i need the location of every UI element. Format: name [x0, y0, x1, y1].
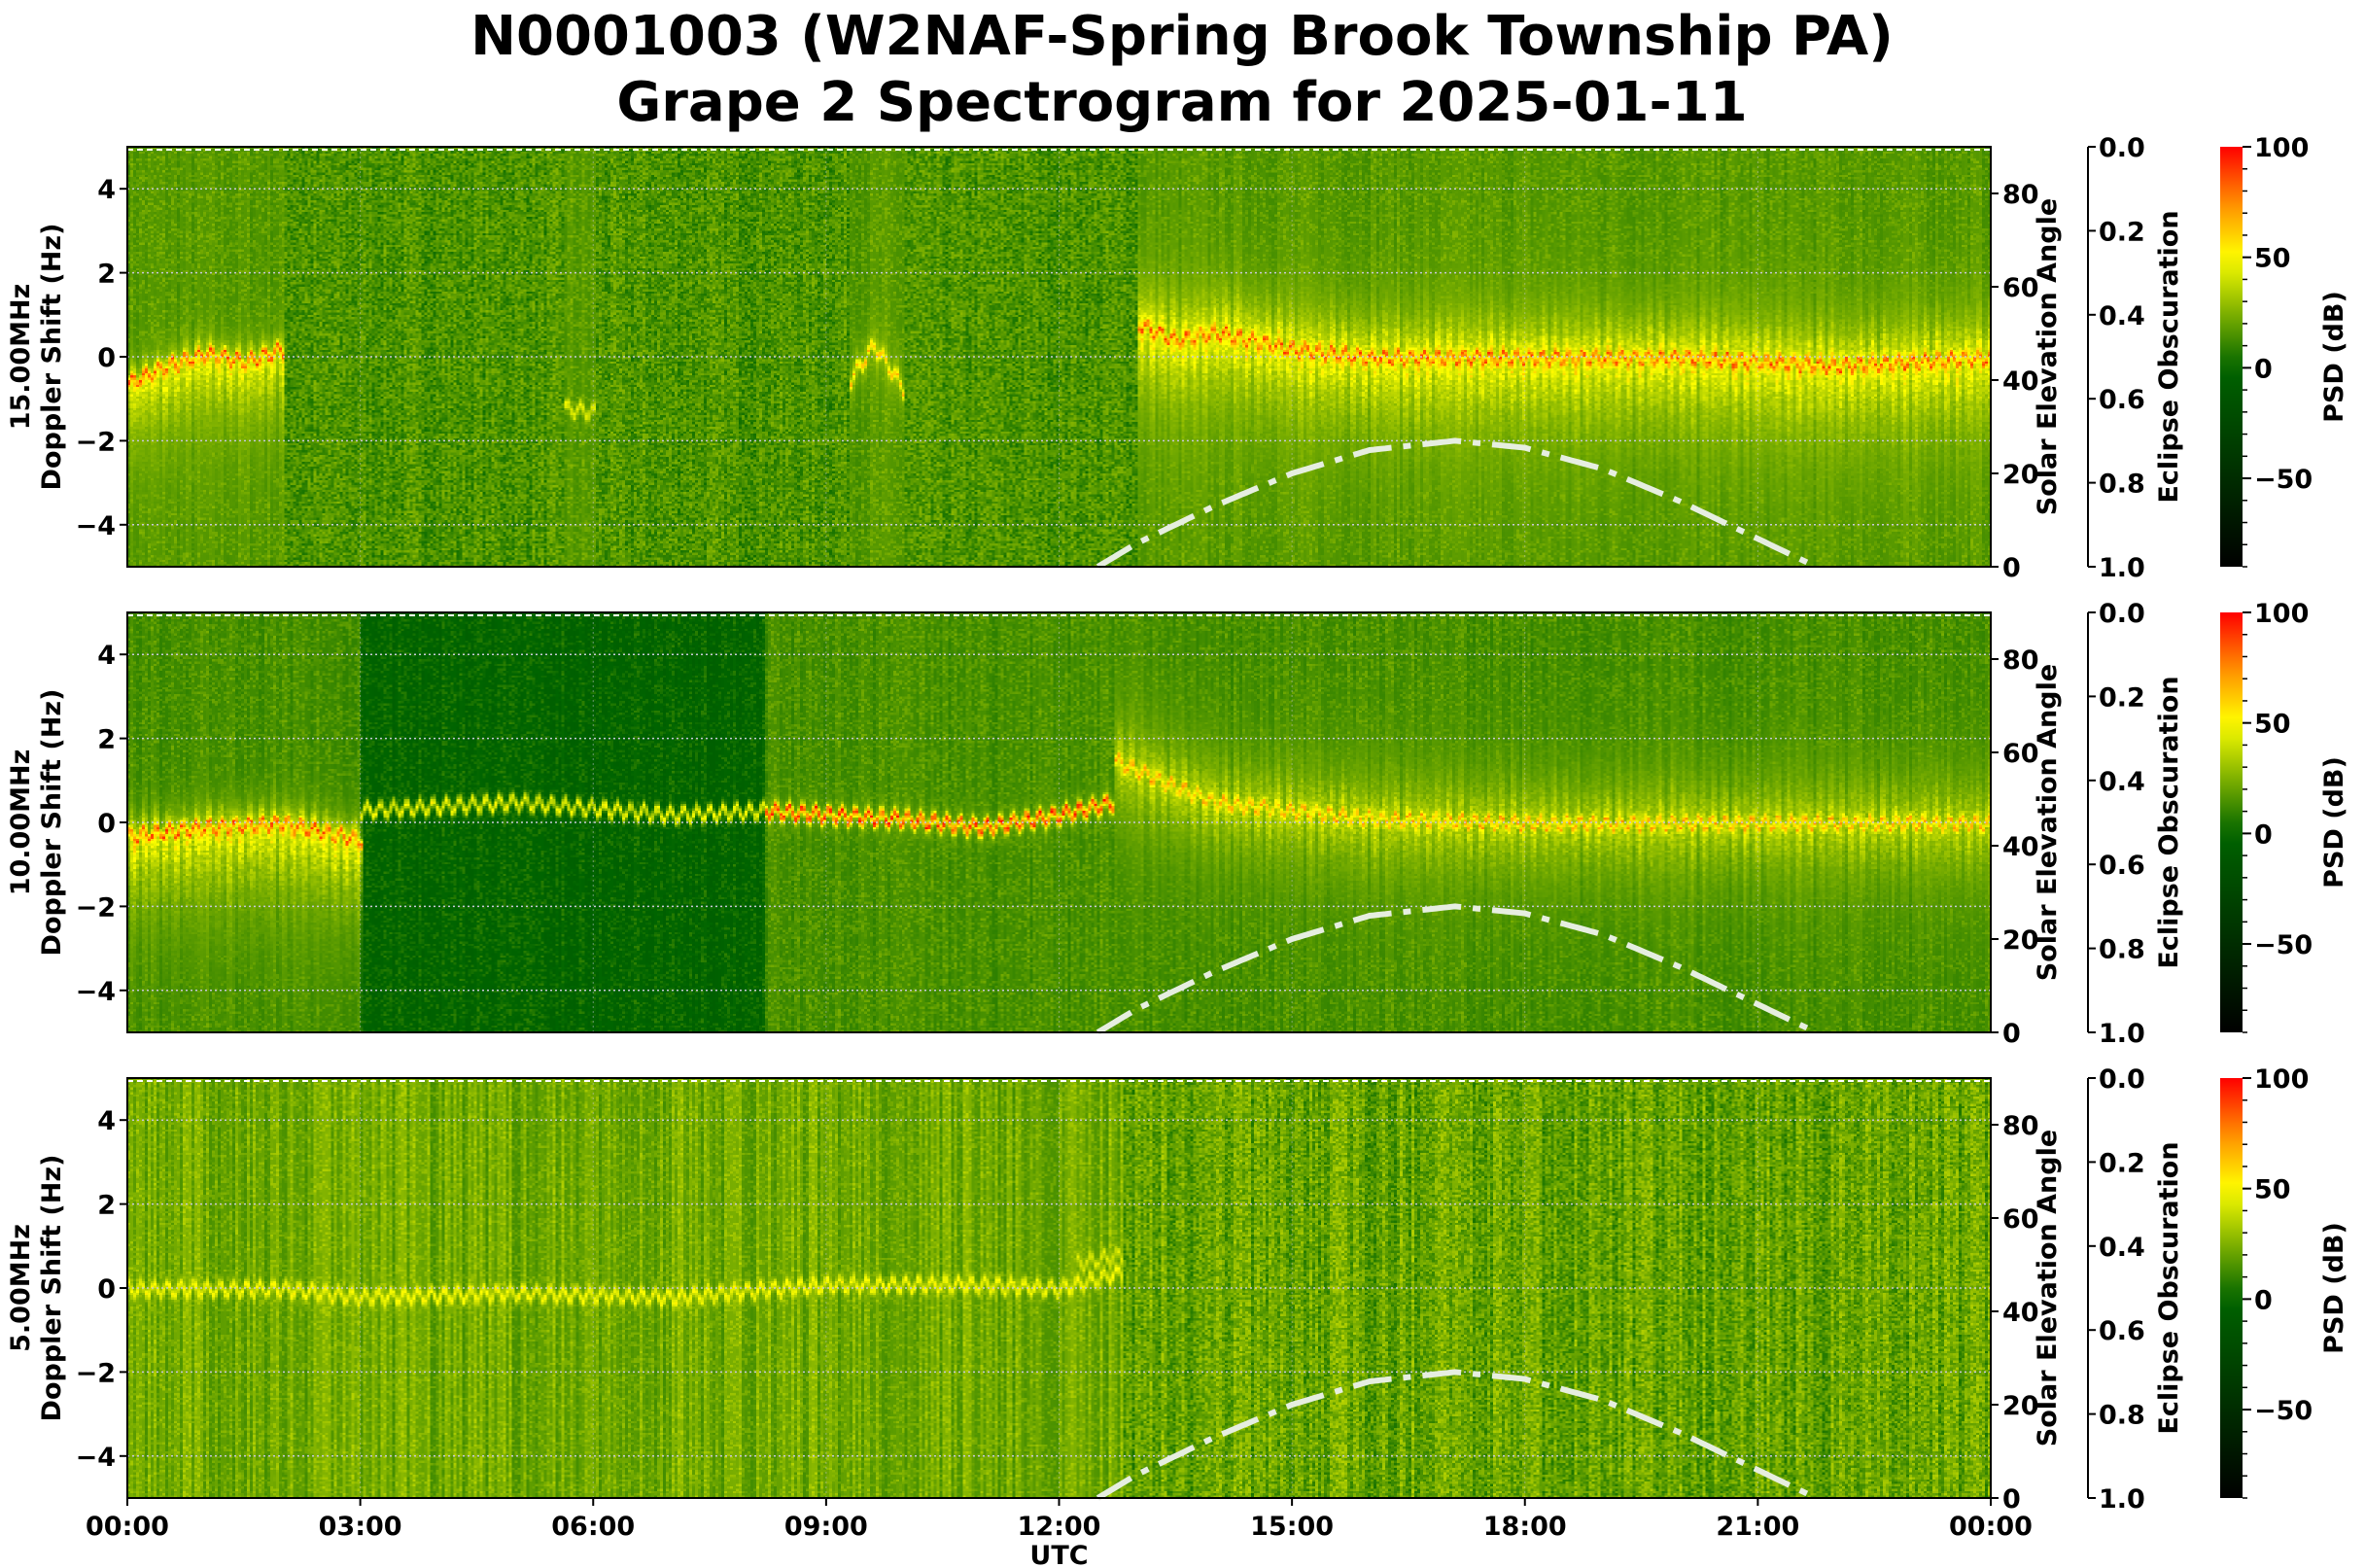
colorbar-label: PSD (dB)	[2319, 291, 2349, 423]
solar-tick-label: 20	[2002, 1391, 2039, 1421]
eclipse-tick-label: 0.0	[2099, 599, 2145, 629]
eclipse-tick-label: 0.6	[2099, 851, 2145, 881]
ytick-label: −2	[76, 427, 116, 457]
panel-15-00mhz: 420−2−415.00MHz Doppler Shift (Hz)0204060…	[6, 133, 2349, 583]
colorbar-tick-label: 100	[2254, 1064, 2309, 1095]
solar-tick-label: 80	[2002, 180, 2039, 210]
eclipse-tick-label: 0.6	[2099, 1316, 2145, 1346]
ytick-label: 0	[97, 1274, 116, 1305]
eclipse-tick-label: 0.0	[2099, 1064, 2145, 1095]
eclipse-tick-label: 1.0	[2099, 1484, 2145, 1515]
eclipse-tick-label: 0.0	[2099, 133, 2145, 163]
xtick-label: 00:00	[86, 1512, 169, 1542]
ylabel-eclipse: Eclipse Obscuration	[2154, 1141, 2184, 1434]
eclipse-tick-label: 0.4	[2099, 301, 2145, 331]
colorbar-tick-label: 100	[2254, 133, 2309, 163]
colorbar-tick-label: −50	[2254, 930, 2313, 960]
eclipse-tick-label: 0.2	[2099, 1148, 2145, 1178]
solar-tick-label: 80	[2002, 1111, 2039, 1141]
xtick-label: 18:00	[1483, 1512, 1567, 1542]
panel-5-00mhz: 420−2−45.00MHz Doppler Shift (Hz)02040608…	[6, 1064, 2349, 1515]
ytick-label: −2	[76, 1358, 116, 1388]
ylabel-band: 5.00MHz	[6, 1224, 36, 1352]
colorbar-tick-label: 0	[2254, 354, 2273, 384]
solar-tick-label: 40	[2002, 366, 2039, 397]
solar-tick-label: 60	[2002, 1204, 2039, 1235]
eclipse-tick-label: 0.8	[2099, 935, 2145, 965]
ylabel-eclipse: Eclipse Obscuration	[2154, 210, 2184, 503]
ylabel-solar-elevation: Solar Elevation Angle	[2033, 1130, 2063, 1446]
ytick-label: −2	[76, 892, 116, 923]
ytick-label: 0	[97, 343, 116, 373]
solar-tick-label: 0	[2002, 1484, 2021, 1515]
solar-tick-label: 80	[2002, 645, 2039, 676]
colorbar-tick-label: 100	[2254, 599, 2309, 629]
eclipse-tick-label: 1.0	[2099, 1019, 2145, 1049]
xtick-label: 15:00	[1250, 1512, 1334, 1542]
colorbar-label: PSD (dB)	[2319, 756, 2349, 889]
xtick-label: 09:00	[784, 1512, 868, 1542]
ytick-label: 0	[97, 809, 116, 839]
ytick-label: −4	[76, 977, 116, 1007]
title-line1: N0001003 (W2NAF-Spring Brook Township PA…	[470, 5, 1894, 68]
solar-tick-label: 60	[2002, 739, 2039, 769]
xtick-label: 12:00	[1018, 1512, 1101, 1542]
solar-elevation-curve	[1096, 1369, 1814, 1501]
ytick-label: −4	[76, 511, 116, 541]
colorbar-tick-label: 50	[2254, 244, 2291, 274]
eclipse-tick-label: 0.2	[2099, 682, 2145, 713]
ylabel-band: 15.00MHz	[6, 284, 36, 431]
eclipse-tick-label: 0.4	[2099, 1233, 2145, 1263]
colorbar	[2220, 147, 2243, 567]
eclipse-tick-label: 0.8	[2099, 1401, 2145, 1431]
ylabel-doppler: Doppler Shift (Hz)	[37, 224, 67, 491]
solar-tick-label: 20	[2002, 460, 2039, 490]
ytick-label: 2	[97, 260, 116, 290]
solar-tick-label: 0	[2002, 1019, 2021, 1049]
colorbar	[2220, 1078, 2243, 1498]
ytick-label: −4	[76, 1443, 116, 1473]
xtick-label: 06:00	[551, 1512, 635, 1542]
solar-tick-label: 0	[2002, 553, 2021, 583]
ytick-label: 4	[97, 1106, 116, 1136]
xtick-label: 03:00	[319, 1512, 402, 1542]
xaxis-label: UTC	[1029, 1541, 1088, 1568]
colorbar-tick-label: −50	[2254, 1396, 2313, 1426]
ylabel-eclipse: Eclipse Obscuration	[2154, 676, 2184, 968]
ytick-label: 2	[97, 725, 116, 755]
ytick-label: 4	[97, 175, 116, 205]
title-line2: Grape 2 Spectrogram for 2025-01-11	[616, 71, 1747, 134]
solar-tick-label: 60	[2002, 273, 2039, 303]
solar-tick-label: 40	[2002, 1298, 2039, 1328]
ylabel-doppler: Doppler Shift (Hz)	[37, 1155, 67, 1422]
colorbar-tick-label: 50	[2254, 710, 2291, 740]
eclipse-tick-label: 0.8	[2099, 470, 2145, 500]
xtick-label: 21:00	[1716, 1512, 1799, 1542]
colorbar	[2220, 612, 2243, 1032]
colorbar-tick-label: 0	[2254, 1285, 2273, 1315]
ytick-label: 4	[97, 641, 116, 671]
colorbar-tick-label: 50	[2254, 1175, 2291, 1205]
ytick-label: 2	[97, 1191, 116, 1221]
ylabel-solar-elevation: Solar Elevation Angle	[2033, 198, 2063, 515]
solar-elevation-curve	[1096, 903, 1814, 1035]
xtick-label: 00:00	[1949, 1512, 2033, 1542]
eclipse-tick-label: 0.4	[2099, 767, 2145, 797]
colorbar-label: PSD (dB)	[2319, 1222, 2349, 1354]
panel-10-00mhz: 420−2−410.00MHz Doppler Shift (Hz)0204060…	[6, 599, 2349, 1049]
eclipse-tick-label: 0.6	[2099, 385, 2145, 415]
colorbar-tick-label: 0	[2254, 819, 2273, 850]
ylabel-solar-elevation: Solar Elevation Angle	[2033, 664, 2063, 981]
eclipse-tick-label: 1.0	[2099, 553, 2145, 583]
solar-elevation-curve	[1096, 437, 1814, 570]
solar-tick-label: 20	[2002, 925, 2039, 956]
solar-tick-label: 40	[2002, 832, 2039, 862]
ylabel-band: 10.00MHz	[6, 749, 36, 896]
ylabel-doppler: Doppler Shift (Hz)	[37, 689, 67, 957]
eclipse-tick-label: 0.2	[2099, 217, 2145, 247]
colorbar-tick-label: −50	[2254, 465, 2313, 495]
